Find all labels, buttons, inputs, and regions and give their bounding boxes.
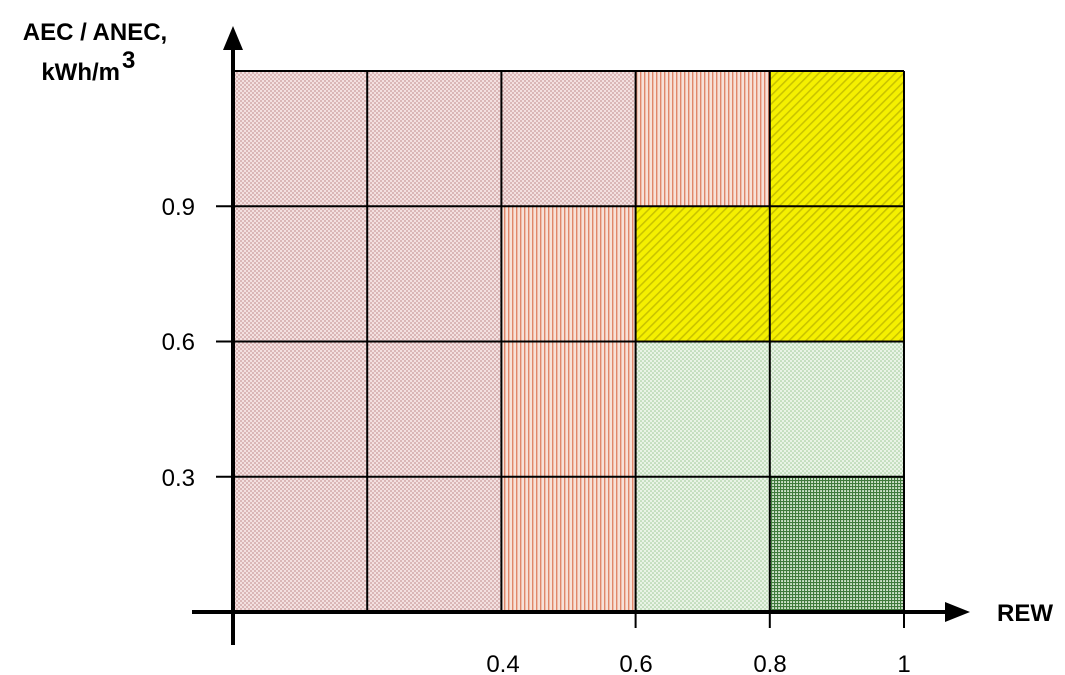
cell-r4-c2-pink [367,476,502,612]
y-tick-label-0.6: 0.6 [162,329,195,356]
cell-r4-c1-pink [233,476,368,612]
x-tick-label-0.6: 0.6 [619,651,652,675]
y-axis-arrowhead [223,26,243,50]
cell-r2-c2-pink [367,206,502,342]
y-tick-label-0.3: 0.3 [162,465,195,492]
y-axis-title-superscript: 3 [122,47,135,74]
cell-r3-c4-lightgreen [635,341,770,477]
x-axis-title: REW [997,600,1053,627]
x-tick-marks [634,612,905,628]
x-tick-label-0.4: 0.4 [486,651,519,675]
cell-r1-c5-yellow [769,71,904,207]
cell-r1-c1-pink [233,71,368,207]
cell-r2-c1-pink [233,206,368,342]
cell-r3-c5-lightgreen [769,341,904,477]
cell-r3-c2-pink [367,341,502,477]
cell-r2-c4-yellow [635,206,770,342]
x-tick-label-0.8: 0.8 [753,651,786,675]
cell-r1-c3-pink [501,71,636,207]
y-axis-title-line2: kWh/m [41,59,120,86]
y-axis-title-line1: AEC / ANEC, [23,19,167,46]
y-tick-marks [216,205,233,478]
cell-r2-c5-yellow [769,206,904,342]
x-axis-arrowhead [945,602,970,622]
cell-r2-c3-orange [501,206,636,342]
cell-r1-c2-pink [367,71,502,207]
cell-r4-c3-orange [501,476,636,612]
y-tick-label-0.9: 0.9 [162,194,195,221]
cells-layer [233,71,904,612]
cell-r1-c4-orange [635,71,770,207]
cell-r3-c1-pink [233,341,368,477]
cell-r4-c5-darkgreen [769,476,904,612]
cell-r3-c3-orange [501,341,636,477]
cell-r4-c4-lightgreen [635,476,770,612]
x-tick-label-1: 1 [897,651,910,675]
